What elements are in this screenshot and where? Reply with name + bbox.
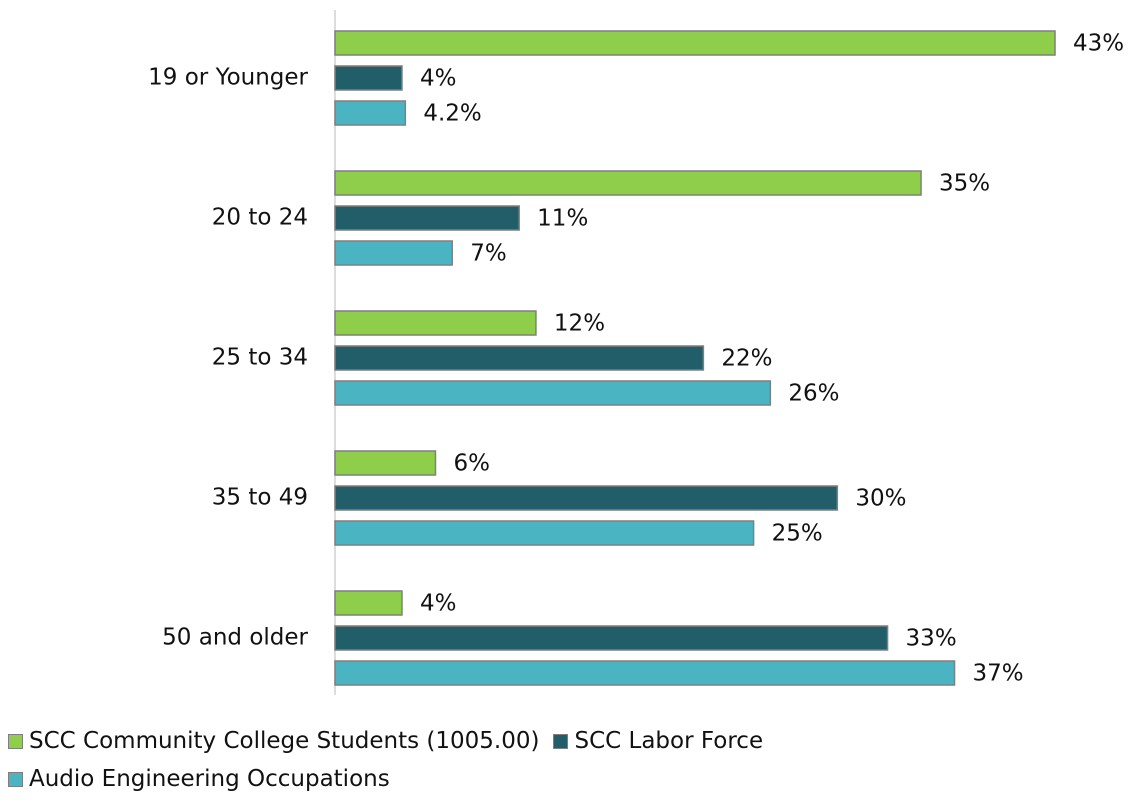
value-label: 4.2% xyxy=(423,101,481,127)
value-label: 4% xyxy=(420,66,457,92)
value-label: 43% xyxy=(1073,31,1124,57)
category-label: 20 to 24 xyxy=(212,205,308,231)
bar xyxy=(334,625,889,651)
bar xyxy=(334,65,403,91)
bar xyxy=(334,380,772,406)
legend-label: Audio Engineering Occupations xyxy=(29,766,390,792)
category-label: 35 to 49 xyxy=(212,485,308,511)
legend: SCC Community College Students (1005.00)… xyxy=(8,728,868,792)
bar xyxy=(334,170,922,196)
bar xyxy=(334,520,755,546)
value-label: 30% xyxy=(855,486,906,512)
bar xyxy=(334,660,956,686)
category-label: 50 and older xyxy=(162,625,308,651)
category-label: 25 to 34 xyxy=(212,345,308,371)
value-label: 7% xyxy=(470,241,507,267)
value-label: 25% xyxy=(772,521,823,547)
bar xyxy=(334,240,453,266)
value-label: 12% xyxy=(554,311,605,337)
chart: 19 or Younger 43% 4% 4.2% 20 to 24 35% 11% 7% 25… xyxy=(148,10,1124,695)
legend-item: SCC Labor Force xyxy=(553,728,763,754)
value-label: 35% xyxy=(939,171,990,197)
bar xyxy=(334,590,403,616)
legend-item: SCC Community College Students (1005.00) xyxy=(8,728,539,754)
category-label: 19 or Younger xyxy=(148,65,308,91)
bar xyxy=(334,205,520,231)
value-label: 22% xyxy=(721,346,772,372)
value-label: 4% xyxy=(420,591,457,617)
legend-label: SCC Labor Force xyxy=(574,728,764,754)
value-label: 26% xyxy=(788,381,839,407)
bar xyxy=(334,100,407,126)
legend-swatch xyxy=(553,733,569,749)
value-label: 37% xyxy=(973,661,1024,687)
bar xyxy=(334,345,705,371)
bar xyxy=(334,450,437,476)
value-label: 6% xyxy=(453,451,490,477)
legend-swatch xyxy=(8,771,23,787)
bar xyxy=(334,30,1056,56)
value-label: 33% xyxy=(906,626,957,652)
legend-item: Audio Engineering Occupations xyxy=(8,766,390,792)
value-label: 11% xyxy=(537,206,588,232)
legend-swatch xyxy=(8,733,23,749)
bar xyxy=(334,310,537,336)
legend-label: SCC Community College Students (1005.00) xyxy=(29,728,540,754)
bar xyxy=(334,485,839,511)
